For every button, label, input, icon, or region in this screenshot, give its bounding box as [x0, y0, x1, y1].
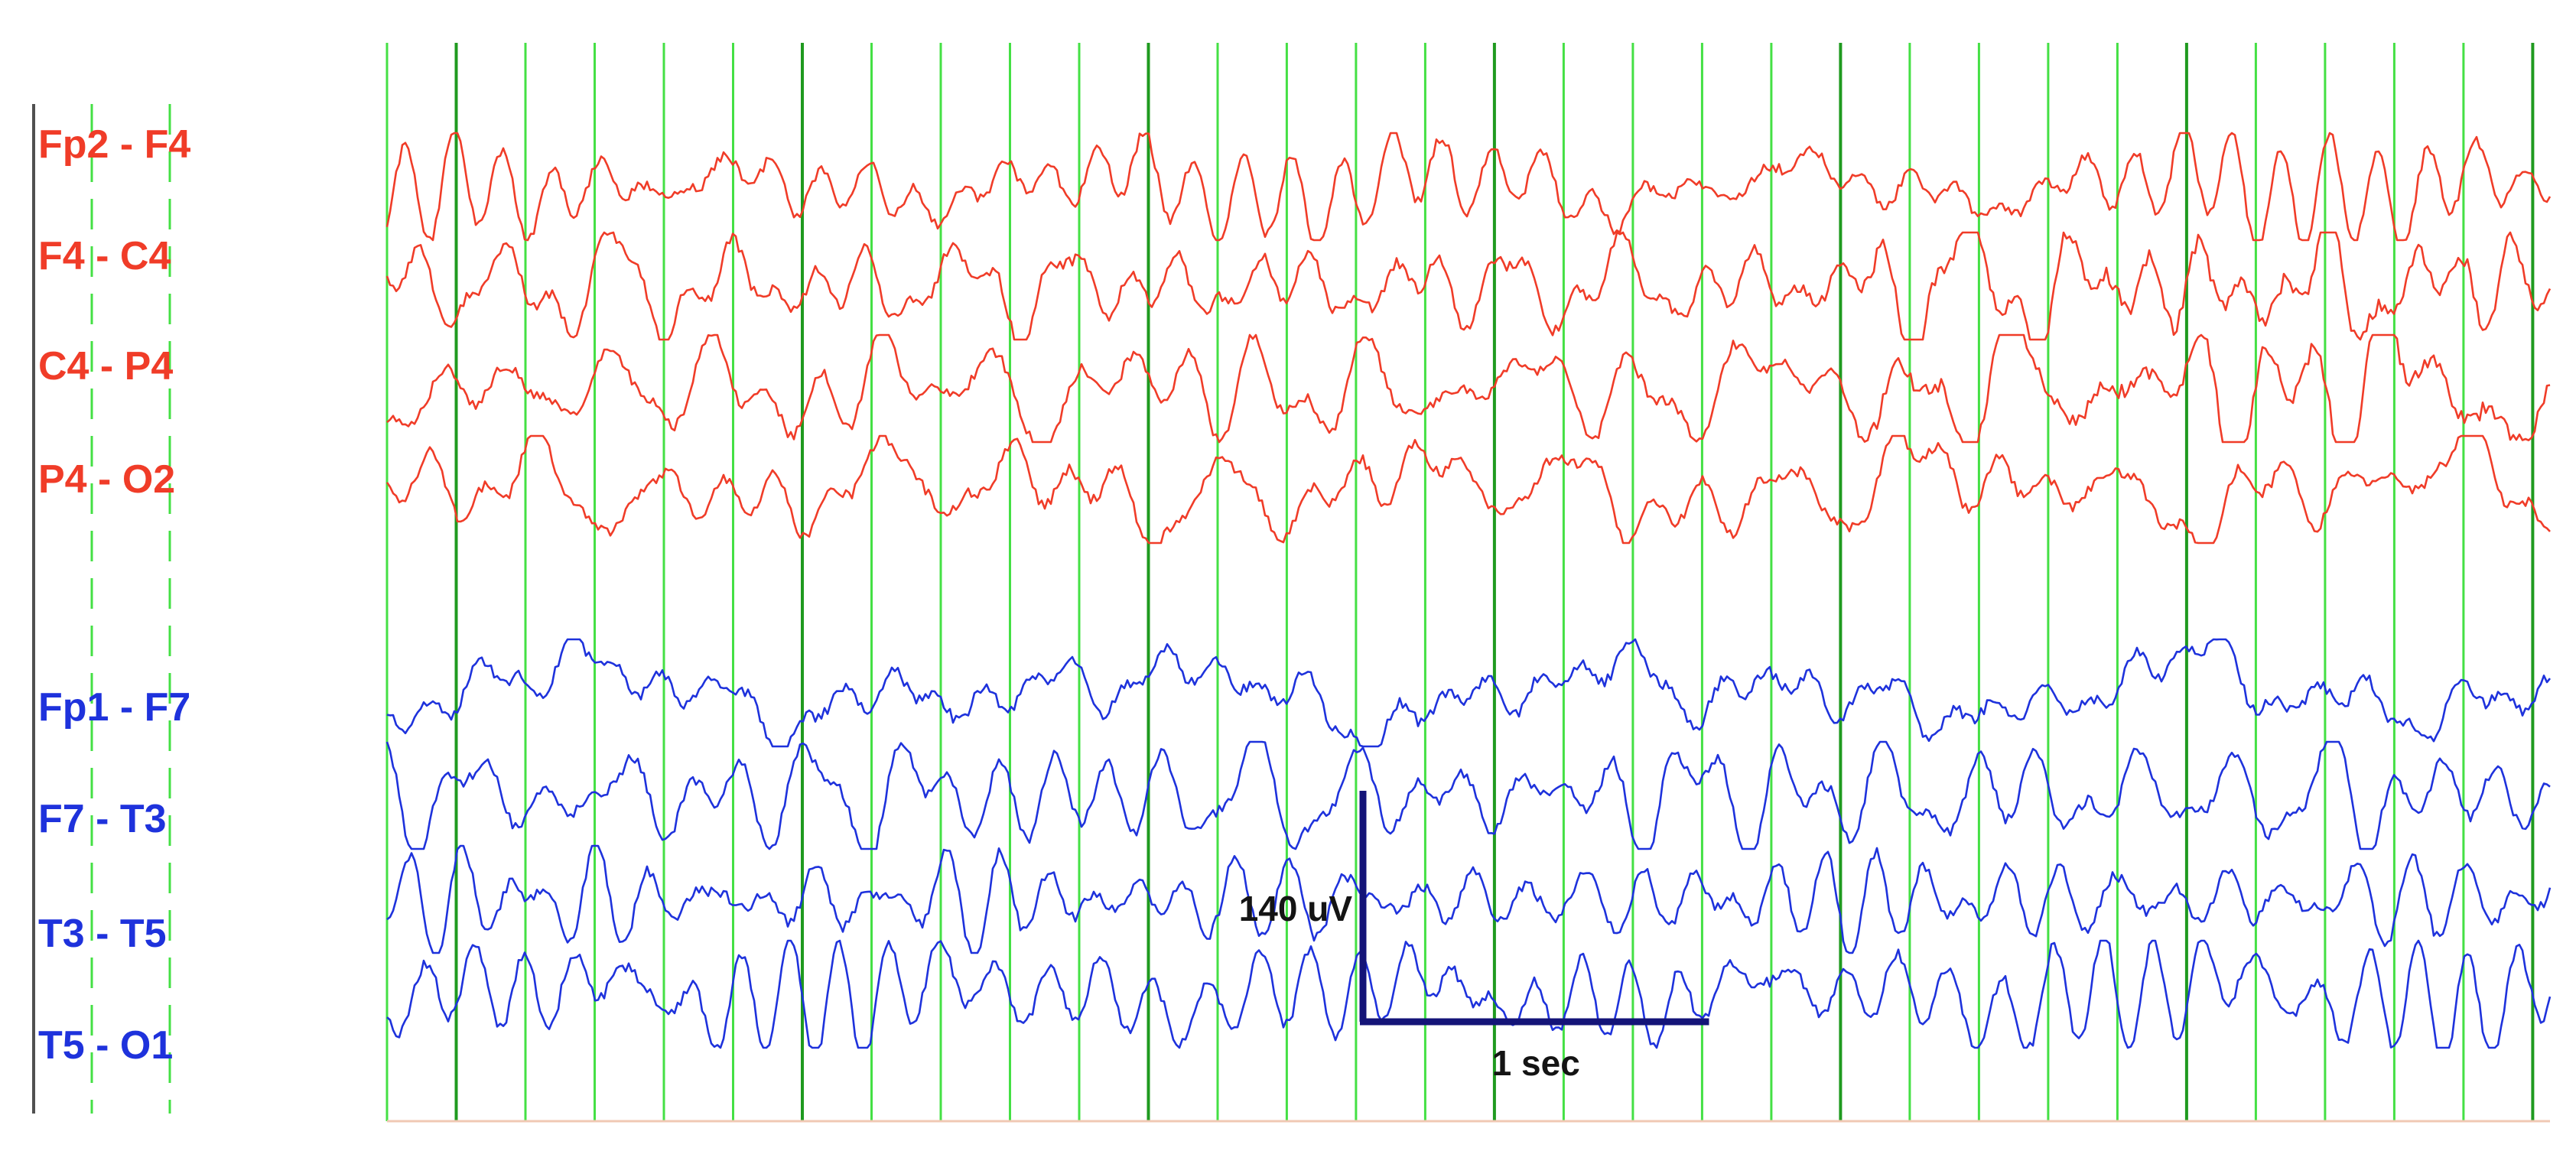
calibration-scale-bar: 140 uV 1 sec [1239, 791, 1709, 1083]
channel-labels: Fp2 - F4 F4 - C4 C4 - P4 P4 - O2 Fp1 - F7 F7 … [32, 104, 190, 1114]
channel-label: F4 - C4 [38, 234, 171, 278]
channel-label: C4 - P4 [38, 344, 173, 389]
eeg-trace [386, 844, 2552, 954]
channel-label: Fp2 - F4 [38, 122, 190, 167]
time-grid [385, 43, 2550, 1123]
eeg-trace [385, 231, 2552, 341]
eeg-trace [386, 638, 2552, 748]
channel-label: Fp1 - F7 [38, 685, 190, 730]
eeg-traces [385, 132, 2552, 1049]
eeg-trace [385, 740, 2551, 850]
voltage-scale-label: 140 uV [1239, 889, 1353, 928]
eeg-trace [386, 939, 2552, 1049]
channel-label: T3 - T5 [38, 912, 167, 956]
channel-label: P4 - O2 [38, 457, 175, 502]
eeg-trace [385, 132, 2552, 242]
channel-label: T5 - O1 [38, 1023, 173, 1068]
eeg-trace [386, 333, 2551, 444]
eeg-trace [385, 434, 2551, 545]
channel-label: F7 - T3 [38, 797, 167, 841]
time-scale-label: 1 sec [1492, 1043, 1580, 1083]
